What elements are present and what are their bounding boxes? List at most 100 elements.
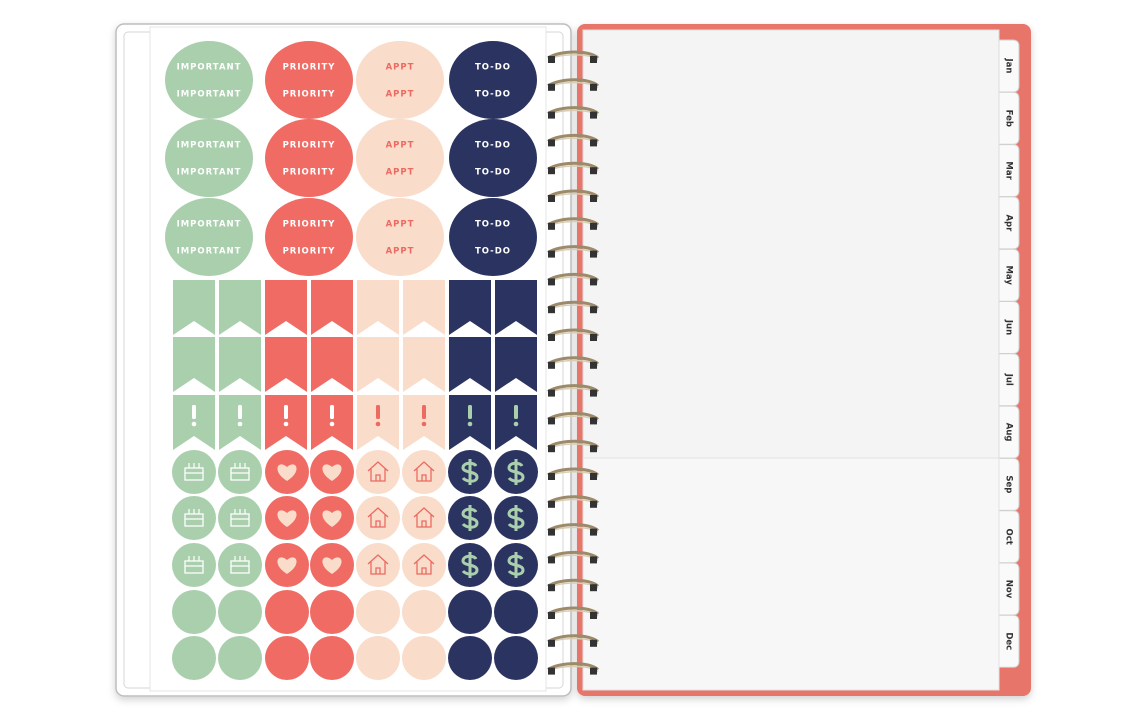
exclamation-dot	[329, 421, 335, 427]
spiral-hole	[590, 445, 597, 453]
sticker-label: IMPORTANT	[177, 220, 242, 230]
sticker-label: PRIORITY	[283, 168, 336, 178]
exclamation-icon	[192, 405, 196, 419]
cake-icon-detail	[231, 463, 249, 474]
spiral-hole	[590, 222, 597, 230]
label-sticker	[449, 119, 537, 197]
sticker-label: APPT	[386, 247, 415, 257]
spiral-hole	[548, 278, 555, 286]
spiral-hole	[548, 473, 555, 480]
flag-sticker	[265, 280, 307, 335]
spiral-hole	[590, 556, 597, 564]
flag-sticker	[173, 337, 215, 392]
house-icon	[413, 554, 435, 575]
house-icon	[367, 461, 389, 482]
spiral-hole	[548, 139, 555, 147]
house-icon	[367, 507, 389, 528]
sticker-label: TO-DO	[475, 90, 511, 100]
spiral-hole	[590, 612, 597, 619]
spiral-hole	[590, 361, 597, 369]
spiral-hole	[548, 195, 555, 202]
flag-sticker	[403, 280, 445, 335]
cake-icon-detail	[231, 509, 249, 520]
month-tab-label: Nov	[1004, 580, 1014, 599]
dot-sticker	[218, 636, 262, 680]
spiral-hole	[548, 167, 555, 175]
dot-sticker	[448, 590, 492, 634]
dollar-icon	[461, 459, 479, 485]
spiral-hole	[548, 445, 555, 453]
exclamation-icon	[330, 405, 334, 419]
sticker-label: PRIORITY	[283, 247, 336, 257]
label-sticker	[449, 41, 537, 119]
flag-sticker	[265, 337, 307, 392]
month-tab-label: Jun	[1004, 319, 1014, 335]
exclamation-dot	[375, 421, 381, 427]
cake-icon-detail	[231, 556, 249, 567]
sticker-label: IMPORTANT	[177, 141, 242, 151]
sticker-label: TO-DO	[475, 63, 511, 73]
label-sticker	[356, 119, 444, 197]
dot-sticker	[218, 496, 262, 540]
month-tab	[994, 614, 1020, 668]
dot-sticker	[356, 450, 400, 494]
house-icon	[413, 507, 435, 528]
dot-sticker	[402, 496, 446, 540]
spiral-hole	[590, 473, 597, 480]
pocket	[582, 457, 1000, 691]
dot-sticker	[172, 636, 216, 680]
dot-sticker	[218, 543, 262, 587]
spiral-hole	[590, 584, 597, 592]
label-sticker	[356, 198, 444, 276]
dollar-icon	[461, 505, 479, 531]
month-tab-label: Jan	[1004, 58, 1014, 74]
flag-sticker	[495, 337, 537, 392]
spiral-hole	[590, 83, 597, 91]
month-tab-label: Mar	[1004, 161, 1014, 180]
spiral-hole	[548, 417, 555, 425]
dot-sticker	[310, 636, 354, 680]
cake-icon-detail	[185, 509, 203, 520]
sticker-label: APPT	[386, 168, 415, 178]
dot-sticker	[494, 636, 538, 680]
heart-icon	[322, 510, 342, 527]
spiral-hole	[548, 639, 555, 647]
sticker-label: TO-DO	[475, 168, 511, 178]
spiral-hole	[548, 250, 555, 258]
exclamation-icon	[422, 405, 426, 419]
heart-icon	[322, 557, 342, 574]
spiral-hole	[590, 278, 597, 286]
cake-icon-detail	[185, 463, 203, 474]
spiral-hole	[590, 389, 597, 397]
label-sticker	[449, 198, 537, 276]
flag-sticker	[449, 280, 491, 335]
exclamation-dot	[191, 421, 197, 427]
dollar-icon	[461, 552, 479, 578]
spiral-hole	[548, 334, 555, 341]
exclamation-dot	[237, 421, 243, 427]
month-tab-label: Oct	[1004, 529, 1014, 545]
month-tab-label: Aug	[1004, 423, 1014, 442]
house-icon	[413, 461, 435, 482]
spiral-hole	[548, 584, 555, 592]
dollar-icon	[507, 505, 525, 531]
spiral-hole	[548, 56, 555, 63]
sticker-label: IMPORTANT	[177, 63, 242, 73]
spiral-hole	[590, 250, 597, 258]
spiral-hole	[548, 83, 555, 91]
sticker-label: APPT	[386, 63, 415, 73]
label-sticker	[165, 41, 253, 119]
sticker-label: APPT	[386, 90, 415, 100]
spiral-hole	[590, 667, 597, 675]
spiral-hole	[590, 195, 597, 202]
month-tab-label: May	[1004, 265, 1014, 285]
exclamation-dot	[283, 421, 289, 427]
label-sticker	[265, 119, 353, 197]
stickers: IMPORTANT IMPORTANT IMPORTANT IMPORTANT IMPO…	[165, 41, 538, 680]
flag-sticker	[357, 280, 399, 335]
exclamation-icon	[376, 405, 380, 419]
dot-sticker	[218, 450, 262, 494]
label-sticker	[165, 119, 253, 197]
